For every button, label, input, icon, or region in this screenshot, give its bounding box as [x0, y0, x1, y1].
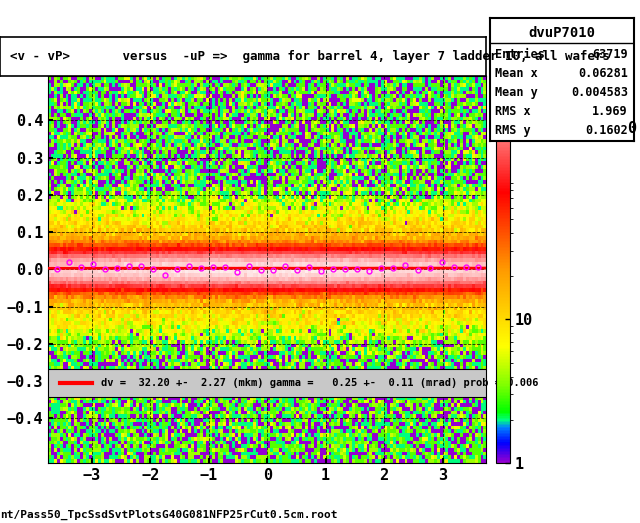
Text: RMS x: RMS x — [495, 105, 531, 118]
Text: 63719: 63719 — [592, 48, 628, 61]
Text: RMS y: RMS y — [495, 124, 531, 137]
Text: Mean y: Mean y — [495, 86, 538, 99]
Text: 0.004583: 0.004583 — [571, 86, 628, 99]
Text: 0: 0 — [627, 121, 636, 135]
Bar — [48, 369, 486, 397]
Text: <v - vP>       versus  -uP =>  gamma for barrel 4, layer 7 ladder 10, all wafers: <v - vP> versus -uP => gamma for barrel … — [10, 50, 610, 63]
Text: 0.1602: 0.1602 — [585, 124, 628, 137]
Text: dvuP7010: dvuP7010 — [528, 26, 595, 40]
Text: dv =  32.20 +-  2.27 (mkm) gamma =   0.25 +-  0.11 (mrad) prob = 0.006: dv = 32.20 +- 2.27 (mkm) gamma = 0.25 +-… — [100, 378, 538, 388]
Text: Mean x: Mean x — [495, 67, 538, 80]
Text: 0.06281: 0.06281 — [578, 67, 628, 80]
Text: nt/Pass50_TpcSsdSvtPlotsG40G081NFP25rCut0.5cm.root: nt/Pass50_TpcSsdSvtPlotsG40G081NFP25rCut… — [0, 510, 337, 520]
Text: Entries: Entries — [495, 48, 545, 61]
Text: 1.969: 1.969 — [592, 105, 628, 118]
